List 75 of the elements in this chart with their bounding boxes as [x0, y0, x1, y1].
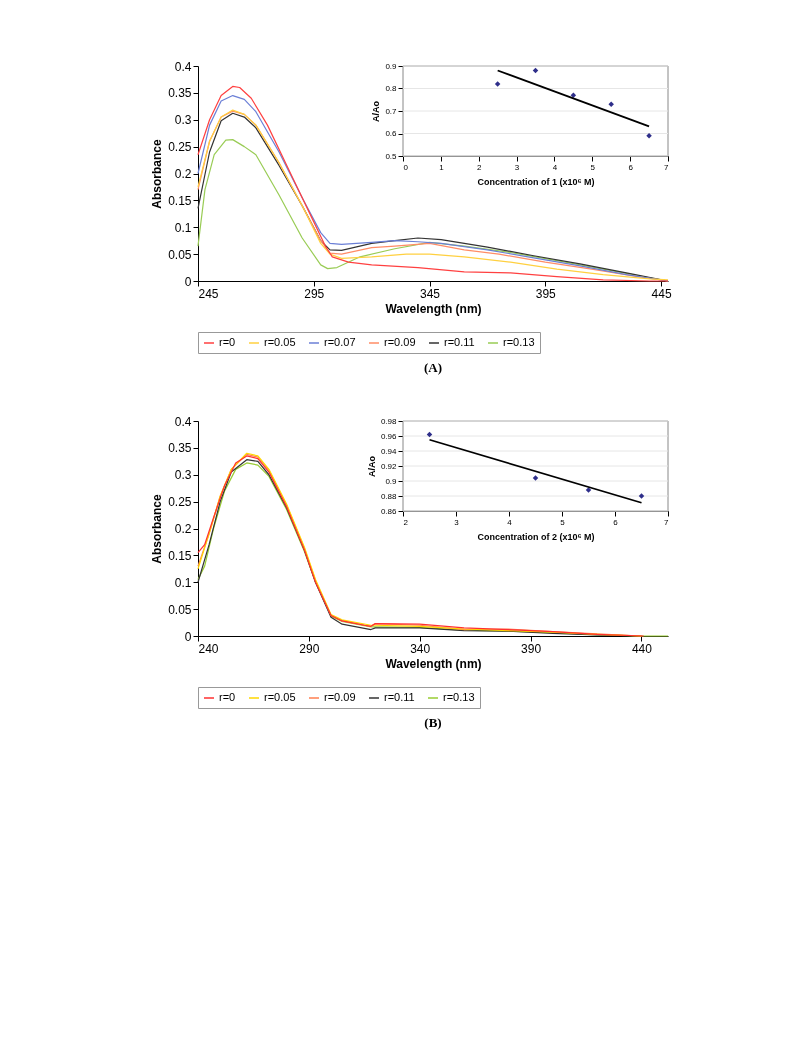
x-tick-label: 6: [628, 162, 634, 172]
y-tick-label: 0.92: [380, 461, 398, 471]
legend-label: r=0: [219, 336, 236, 348]
legend-label: r=0.13: [503, 336, 535, 348]
y-axis-title: Absorbance: [150, 494, 165, 564]
x-tick-label: 245: [198, 286, 219, 301]
legend-label: r=0.07: [324, 336, 356, 348]
x-tick-label: 2: [476, 162, 482, 172]
legend-label: r=0.11: [384, 691, 415, 703]
y-tick-label: 0.05: [168, 602, 192, 617]
x-tick-label: 5: [590, 162, 596, 172]
legend-label: r=0.11: [444, 336, 475, 348]
legend-label: r=0: [219, 691, 236, 703]
x-tick-label: 445: [651, 286, 672, 301]
y-tick-label: 0.25: [168, 140, 192, 155]
y-tick-label: 0.9: [385, 61, 398, 71]
y-tick-label: 0.15: [168, 193, 192, 208]
y-tick-label: 0.8: [385, 84, 398, 93]
y-tick-label: 0.1: [174, 575, 192, 590]
x-tick-label: 295: [304, 286, 325, 301]
x-tick-label: 390: [521, 641, 542, 656]
x-tick-label: 3: [454, 517, 460, 527]
x-tick-label: 395: [535, 286, 557, 301]
y-tick-label: 0.4: [174, 414, 192, 429]
text: (B): [424, 714, 442, 730]
x-tick-label: 3: [514, 162, 520, 172]
x-tick-label: 2: [403, 517, 409, 527]
y-tick-label: 0.6: [385, 129, 398, 138]
y-tick-label: 0.5: [385, 151, 398, 161]
x-axis-title: Wavelength (nm): [385, 301, 482, 316]
x-tick-label: 4: [552, 162, 558, 172]
y-tick-label: 0.4: [174, 59, 192, 74]
x-tick-label: 7: [664, 517, 670, 527]
x-tick-label: 7: [664, 162, 670, 172]
x-tick-label: 1: [439, 162, 445, 172]
x-tick-label: 0: [403, 162, 409, 172]
legend-label: r=0.09: [324, 691, 356, 703]
y-axis-title: Absorbance: [150, 139, 165, 209]
y-tick-label: 0.05: [168, 247, 192, 262]
legend-label: r=0.09: [384, 336, 416, 348]
y-tick-label: 0.94: [380, 446, 398, 456]
y-tick-label: 0.35: [168, 441, 192, 456]
y-tick-label: 0.9: [385, 476, 398, 486]
y-tick-label: 0.25: [168, 495, 192, 510]
y-axis-title: A/Ao: [371, 100, 382, 122]
x-axis-title: Wavelength (nm): [385, 656, 482, 671]
y-tick-label: 0: [184, 274, 192, 289]
y-tick-label: 0.96: [380, 431, 398, 441]
y-tick-label: 0.35: [168, 86, 192, 101]
text: (A): [423, 359, 443, 375]
x-tick-label: 240: [198, 641, 219, 656]
x-tick-label: 6: [613, 517, 619, 527]
x-axis-title: Concentration of 1 (x10⁶ M): [477, 176, 595, 187]
legend-label: r=0.05: [264, 336, 296, 348]
y-tick-label: 0.86: [380, 506, 398, 516]
y-tick-label: 0.3: [174, 113, 192, 128]
y-tick-label: 0.15: [168, 548, 192, 563]
y-tick-label: 0.88: [380, 491, 398, 501]
x-tick-label: 290: [299, 641, 320, 656]
y-tick-label: 0.7: [385, 106, 398, 116]
x-axis-title: Concentration of 2 (x10⁶ M): [477, 531, 595, 542]
y-tick-label: 0.2: [174, 167, 192, 181]
x-tick-label: 440: [631, 641, 653, 656]
y-tick-label: 0.2: [174, 522, 192, 536]
y-tick-label: 0.98: [380, 416, 398, 426]
y-tick-label: 0: [184, 629, 192, 644]
x-tick-label: 4: [507, 517, 513, 527]
x-tick-label: 345: [420, 286, 441, 301]
y-tick-label: 0.1: [174, 220, 192, 235]
x-tick-label: 5: [560, 517, 566, 527]
x-tick-label: 340: [410, 641, 431, 656]
y-axis-title: A/Ao: [366, 455, 377, 477]
y-tick-label: 0.3: [174, 468, 192, 483]
legend-label: r=0.05: [264, 691, 296, 703]
legend-label: r=0.13: [443, 691, 475, 703]
